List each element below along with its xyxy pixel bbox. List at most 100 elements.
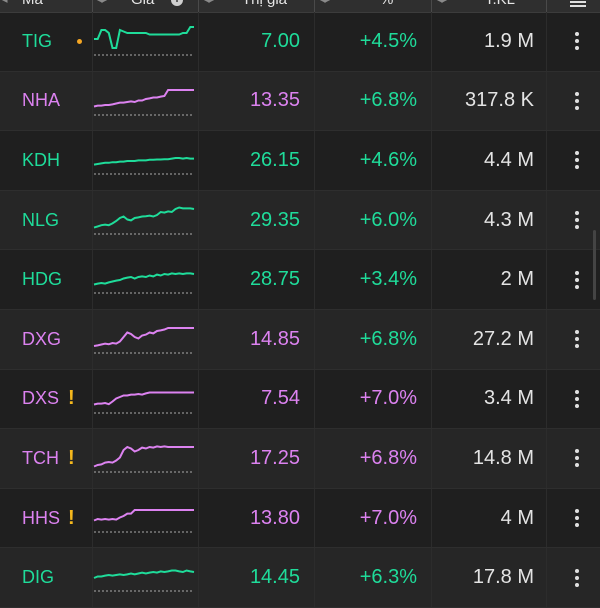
volume-value: 3.4 M (483, 387, 534, 410)
table-row[interactable]: TIG 7.00 +4.5% 1.9 M (0, 12, 600, 72)
sort-arrows-icon[interactable]: ◂▸ (97, 0, 107, 6)
column-divider (92, 12, 93, 71)
stock-symbol[interactable]: TIG (22, 30, 52, 51)
sort-arrows-icon[interactable]: ◂▸ (204, 0, 214, 6)
column-divider (546, 0, 547, 12)
stock-symbol[interactable]: NLG (22, 209, 60, 230)
table-row[interactable]: NHA 13.35 +6.8% 317.8 K (0, 71, 600, 132)
column-divider (198, 488, 199, 548)
hamburger-icon[interactable] (570, 0, 586, 7)
volume-value: 1.9 M (483, 29, 534, 52)
percent-change: +6.8% (359, 327, 417, 350)
stock-table: TIG 7.00 +4.5% 1.9 M NHA 13.35 +6.8% 317.8 K KDH… (0, 12, 600, 608)
column-divider (92, 488, 93, 548)
table-row[interactable]: DXS! 7.54 +7.0% 3.4 M (0, 369, 600, 430)
volume-value: 4 M (500, 506, 534, 529)
table-row[interactable]: DXG 14.85 +6.8% 27.2 M (0, 309, 600, 370)
stock-symbol[interactable]: KDH (22, 149, 61, 170)
column-divider (314, 190, 315, 250)
column-divider (314, 429, 315, 488)
column-divider (92, 190, 93, 250)
price-value: 14.85 (249, 327, 300, 350)
column-divider (546, 131, 547, 190)
column-divider (431, 71, 432, 131)
scrollbar[interactable] (593, 230, 596, 300)
header-symbol[interactable]: Mã (22, 0, 43, 12)
volume-value: 317.8 K (465, 89, 534, 112)
info-icon[interactable]: i (171, 0, 183, 6)
table-row[interactable]: HHS! 13.80 +7.0% 4 M (0, 488, 600, 549)
column-divider (546, 369, 547, 429)
stock-symbol[interactable]: DXG (22, 328, 62, 349)
stock-symbol[interactable]: DIG (22, 567, 55, 588)
header-price[interactable]: Thị giá (242, 0, 287, 12)
more-options-icon[interactable] (569, 370, 585, 429)
column-divider (431, 131, 432, 190)
more-options-icon[interactable] (569, 12, 585, 71)
price-sparkline (93, 569, 195, 592)
more-options-icon[interactable] (569, 72, 585, 131)
sparkline-series (93, 157, 194, 166)
column-divider (198, 190, 199, 250)
header-chart[interactable]: Giá (131, 0, 154, 12)
table-row[interactable]: HDG 28.75 +3.4% 2 M (0, 250, 600, 310)
header-volume[interactable]: T.KL (485, 0, 515, 12)
warning-icon: ! (68, 387, 75, 410)
sort-arrows-icon[interactable]: ◂▸ (437, 0, 447, 6)
more-options-icon[interactable] (569, 429, 585, 488)
percent-change: +7.0% (359, 387, 417, 410)
percent-change: +4.5% (359, 29, 417, 52)
volume-value: 17.8 M (472, 566, 534, 589)
column-divider (92, 131, 93, 190)
sort-arrows-icon[interactable]: ◂▸ (320, 0, 330, 6)
more-options-icon[interactable] (569, 489, 585, 548)
column-divider (314, 0, 315, 12)
percent-change: +7.0% (359, 506, 417, 529)
table-row[interactable]: DIG 14.45 +6.3% 17.8 M (0, 548, 600, 608)
column-divider (546, 548, 547, 607)
price-sparkline (93, 326, 194, 354)
price-value: 26.15 (249, 148, 300, 171)
stock-symbol[interactable]: TCH (22, 447, 59, 468)
column-divider (546, 190, 547, 250)
more-options-icon[interactable] (569, 250, 585, 309)
volume-value: 4.4 M (483, 148, 534, 171)
column-divider (431, 250, 432, 309)
column-divider (314, 12, 315, 71)
price-value: 13.80 (249, 506, 300, 529)
stock-symbol[interactable]: DXS (22, 388, 60, 409)
sort-left-icon[interactable]: ◂ (2, 0, 7, 6)
price-sparkline (93, 391, 194, 414)
more-options-icon[interactable] (569, 548, 585, 607)
column-divider (92, 429, 93, 488)
percent-change: +6.8% (359, 446, 417, 469)
table-row[interactable]: TCH! 17.25 +6.8% 14.8 M (0, 429, 600, 489)
stock-symbol[interactable]: NHA (22, 90, 61, 111)
percent-change: +3.4% (359, 268, 417, 291)
column-divider (546, 429, 547, 488)
column-divider (92, 548, 93, 607)
more-options-icon[interactable] (569, 191, 585, 250)
sparkline-series (93, 445, 194, 468)
price-value: 28.75 (249, 268, 300, 291)
column-divider (431, 0, 432, 12)
column-divider (198, 548, 199, 607)
sparkline-series (93, 272, 195, 286)
percent-change: +6.0% (359, 208, 417, 231)
stock-symbol[interactable]: HDG (22, 269, 62, 290)
column-divider (92, 250, 93, 309)
sparkline-series (93, 88, 194, 108)
table-row[interactable]: KDH 26.15 +4.6% 4.4 M (0, 131, 600, 191)
percent-change: +6.8% (359, 89, 417, 112)
price-sparkline (93, 206, 195, 235)
column-divider (198, 250, 199, 309)
table-row[interactable]: NLG 29.35 +6.0% 4.3 M (0, 190, 600, 251)
header-percent[interactable]: % (380, 0, 393, 12)
status-dot-icon (77, 12, 82, 71)
more-options-icon[interactable] (569, 131, 585, 190)
volume-value: 2 M (500, 268, 534, 291)
warning-icon: ! (68, 506, 75, 529)
more-options-icon[interactable] (569, 310, 585, 369)
sparkline-series (93, 391, 194, 406)
stock-symbol[interactable]: HHS (22, 507, 61, 528)
